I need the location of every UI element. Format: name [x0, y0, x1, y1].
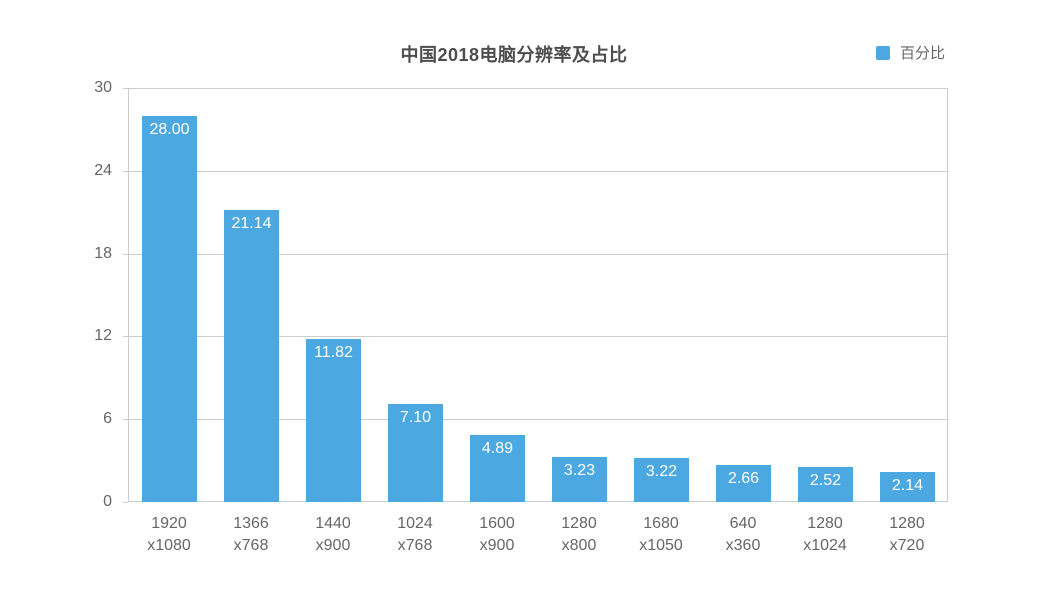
x-axis-label: 1600 x900: [479, 515, 515, 554]
chart-title: 中国2018电脑分辨率及占比: [400, 45, 628, 65]
bar-value-label: 2.14: [891, 477, 924, 494]
x-axis-label: 1280 x1024: [803, 515, 847, 554]
x-axis-label: 1920 x1080: [147, 515, 191, 554]
x-axis-label: 1280 x800: [561, 515, 597, 554]
bar-value-label: 3.22: [645, 463, 678, 480]
x-axis-label: 1366 x768: [233, 515, 269, 554]
bar[interactable]: [470, 435, 525, 502]
bar-value-label: 4.89: [481, 440, 514, 457]
bar[interactable]: [798, 467, 853, 502]
legend-swatch-icon: [876, 45, 890, 60]
legend-item[interactable]: 百分比: [876, 42, 945, 63]
gridline: [128, 171, 948, 172]
bar[interactable]: [634, 458, 689, 502]
plot-border: [128, 88, 948, 502]
bar-value-label: 7.10: [399, 409, 432, 426]
y-axis-tick: [123, 336, 128, 337]
bar-value-label: 3.23: [563, 462, 596, 479]
gridline: [128, 336, 948, 337]
y-axis-label: 6: [103, 410, 112, 427]
y-axis-tick: [123, 419, 128, 420]
y-axis-label: 18: [94, 245, 112, 262]
bar-value-label: 21.14: [231, 215, 272, 232]
bar[interactable]: [388, 404, 443, 502]
x-axis-label: 1024 x768: [397, 515, 433, 554]
x-axis-label: 1280 x720: [889, 515, 925, 554]
x-axis-label: 1440 x900: [315, 515, 351, 554]
bar[interactable]: [880, 472, 935, 502]
bar[interactable]: [306, 339, 361, 502]
legend-label: 百分比: [900, 45, 946, 62]
bar[interactable]: [224, 210, 279, 502]
y-axis-label: 24: [94, 162, 112, 179]
y-axis-tick: [123, 88, 128, 89]
y-axis-label: 30: [94, 79, 112, 96]
y-axis-label: 0: [103, 493, 112, 510]
y-axis-tick: [123, 254, 128, 255]
bar-value-label: 2.66: [727, 470, 760, 487]
y-axis-tick: [123, 502, 128, 503]
y-axis-tick: [123, 171, 128, 172]
bar-value-label: 28.00: [149, 121, 190, 138]
x-axis-label: 1680 x1050: [639, 515, 683, 554]
bar[interactable]: [552, 457, 607, 502]
x-axis-label: 640 x360: [725, 515, 761, 554]
y-axis-label: 12: [94, 327, 112, 344]
bar-value-label: 11.82: [314, 344, 353, 361]
bar-value-label: 2.52: [809, 472, 842, 489]
gridline: [128, 419, 948, 420]
gridline: [128, 254, 948, 255]
bar[interactable]: [716, 465, 771, 502]
bar[interactable]: [142, 116, 197, 502]
